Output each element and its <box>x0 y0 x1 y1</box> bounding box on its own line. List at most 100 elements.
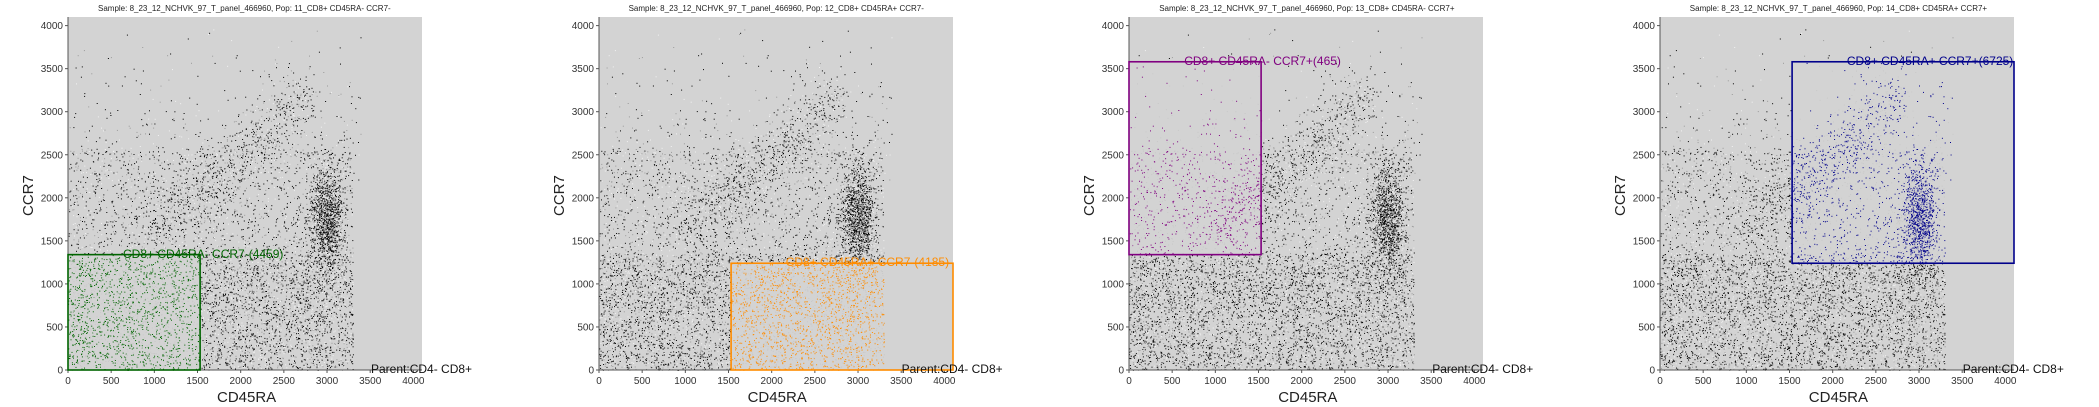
event-point <box>153 289 155 291</box>
event-point <box>190 306 192 308</box>
event-point <box>326 298 328 300</box>
event-point <box>89 352 91 353</box>
event-point <box>316 366 318 368</box>
event-point <box>318 334 320 335</box>
event-point <box>274 303 276 305</box>
event-point <box>262 340 264 342</box>
event-point <box>129 333 131 335</box>
event-point <box>125 344 126 346</box>
event-point <box>227 351 229 353</box>
event-point <box>93 321 95 323</box>
event-point <box>69 358 71 360</box>
event-point <box>260 328 262 330</box>
event-point <box>342 353 344 355</box>
event-point <box>220 332 222 334</box>
event-point <box>147 356 149 358</box>
event-point <box>151 306 153 308</box>
event-point <box>314 314 316 316</box>
event-point <box>68 291 70 293</box>
event-point <box>309 254 311 256</box>
event-point <box>181 298 183 300</box>
event-point <box>137 311 139 313</box>
event-point <box>318 292 320 294</box>
event-point <box>86 270 88 272</box>
event-point <box>135 255 137 257</box>
event-point <box>154 341 156 342</box>
event-point <box>339 259 341 261</box>
event-point <box>263 333 265 335</box>
event-point <box>123 325 125 327</box>
event-point <box>236 330 238 332</box>
event-point <box>261 323 263 325</box>
event-point <box>132 307 134 309</box>
event-point <box>138 332 140 334</box>
event-point <box>108 359 110 361</box>
event-point <box>76 264 78 265</box>
event-point <box>296 333 297 335</box>
event-point <box>109 304 111 306</box>
event-point <box>71 340 73 342</box>
event-point <box>78 274 80 276</box>
event-point <box>313 264 315 266</box>
event-point <box>228 283 230 285</box>
event-point <box>305 275 307 277</box>
event-point <box>257 273 259 275</box>
event-point <box>135 305 137 307</box>
event-point <box>130 301 132 303</box>
event-point <box>315 271 317 273</box>
event-point <box>142 324 144 326</box>
event-point <box>324 255 326 257</box>
event-point <box>161 278 163 280</box>
event-point <box>265 296 267 298</box>
event-point <box>127 344 129 346</box>
event-point <box>157 366 159 368</box>
event-point <box>131 287 133 289</box>
event-point <box>282 285 284 287</box>
event-point <box>243 281 245 283</box>
event-point <box>141 318 143 320</box>
event-point <box>294 362 296 364</box>
event-point <box>137 321 139 323</box>
event-point <box>88 261 90 263</box>
event-point <box>249 303 251 305</box>
event-point <box>240 280 242 282</box>
event-point <box>129 345 131 347</box>
event-point <box>204 294 206 296</box>
event-point <box>170 343 172 345</box>
event-point <box>94 290 96 292</box>
event-point <box>89 347 91 349</box>
event-point <box>92 354 94 356</box>
event-point <box>264 254 265 255</box>
event-point <box>93 351 95 353</box>
event-point <box>85 261 86 263</box>
event-point <box>160 358 162 360</box>
event-point <box>116 326 118 328</box>
event-point <box>201 300 203 302</box>
event-point <box>185 271 187 273</box>
event-point <box>127 271 129 273</box>
event-point <box>327 281 328 283</box>
event-point <box>312 350 314 352</box>
event-point <box>126 325 128 327</box>
event-point <box>244 285 246 286</box>
event-point <box>218 310 220 312</box>
event-point <box>321 345 323 347</box>
event-point <box>86 333 88 334</box>
event-point <box>187 285 189 287</box>
event-point <box>100 312 102 314</box>
event-point <box>250 273 252 275</box>
event-point <box>341 275 343 277</box>
event-point <box>197 297 199 299</box>
event-point <box>265 302 267 304</box>
event-point <box>173 297 175 299</box>
event-point <box>278 287 280 289</box>
event-point <box>207 363 209 365</box>
event-point <box>68 319 70 321</box>
event-point <box>86 346 88 347</box>
event-point <box>197 262 199 263</box>
event-point <box>352 309 353 311</box>
event-point <box>327 278 329 280</box>
event-point <box>197 338 199 340</box>
event-point <box>187 311 189 313</box>
event-point <box>203 272 204 273</box>
